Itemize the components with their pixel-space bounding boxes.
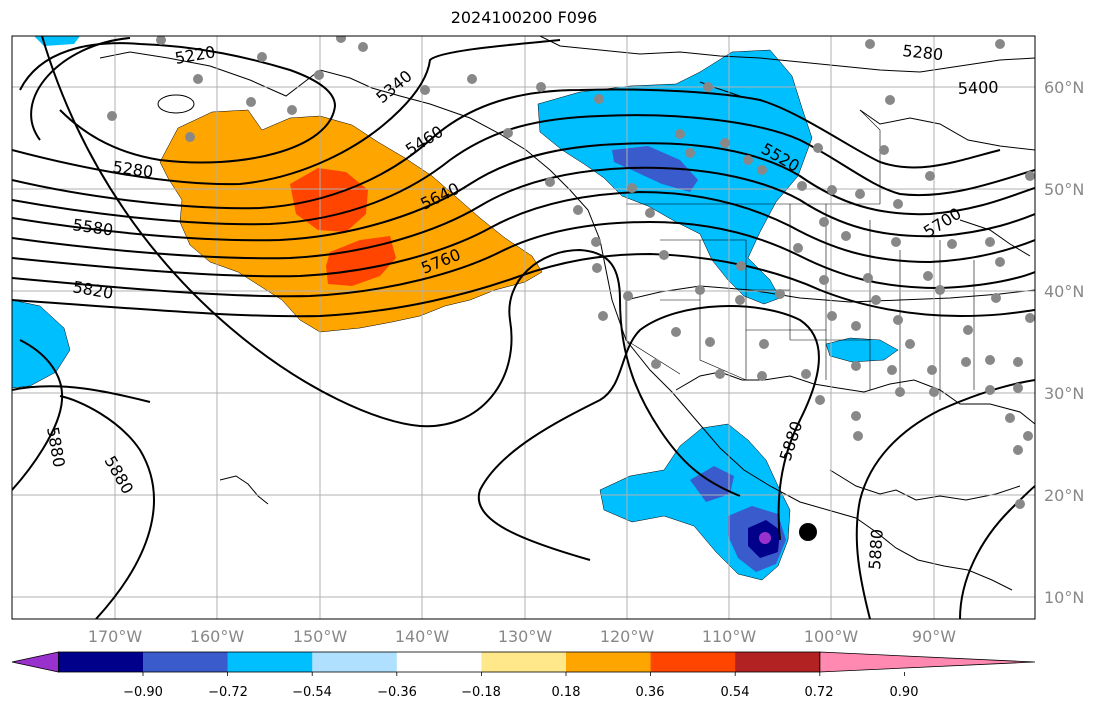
map-panel: 5220 5340 5280 5400 5460 5280 5520 5640 … bbox=[12, 36, 1035, 619]
colorbar-extend-min bbox=[11, 651, 59, 673]
lat-label: 40°N bbox=[1044, 282, 1084, 301]
storm-center-marker bbox=[799, 523, 817, 541]
latitude-labels: 60°N 50°N 40°N 30°N 20°N 10°N bbox=[1044, 78, 1084, 607]
colorbar-segment bbox=[481, 652, 567, 672]
strong-positive-region-south bbox=[326, 236, 396, 286]
colorbar-label: 0.18 bbox=[552, 685, 581, 700]
lon-label: 170°W bbox=[88, 627, 143, 646]
lon-label: 160°W bbox=[190, 627, 245, 646]
lon-label: 100°W bbox=[804, 627, 859, 646]
lat-label: 60°N bbox=[1044, 78, 1084, 97]
colorbar-segment bbox=[143, 652, 229, 672]
map-frame bbox=[11, 35, 1036, 620]
colorbar-labels: −0.90 −0.72 −0.54 −0.36 −0.18 0.18 0.36 … bbox=[123, 685, 918, 700]
lat-label: 20°N bbox=[1044, 486, 1084, 505]
negative-strong-region-north bbox=[612, 146, 698, 192]
colorbar-label: 0.72 bbox=[805, 685, 834, 700]
negative-anomaly-northwest bbox=[34, 36, 80, 46]
lon-label: 110°W bbox=[702, 627, 757, 646]
map-title: 2024100200 F096 bbox=[450, 8, 598, 27]
lon-label: 90°W bbox=[912, 627, 956, 646]
colorbar-label: −0.36 bbox=[377, 685, 417, 700]
colorbar: −0.90 −0.72 −0.54 −0.36 −0.18 0.18 0.36 … bbox=[11, 651, 1036, 700]
colorbar-segments bbox=[11, 651, 1036, 673]
colorbar-label: 0.36 bbox=[636, 685, 665, 700]
lat-label: 10°N bbox=[1044, 588, 1084, 607]
colorbar-segment bbox=[396, 652, 482, 672]
colorbar-label: 0.90 bbox=[890, 685, 919, 700]
negative-extreme-core bbox=[759, 532, 771, 544]
contour-label: 5880 bbox=[865, 528, 887, 570]
gridlines bbox=[12, 36, 1035, 619]
colorbar-segment bbox=[312, 652, 398, 672]
contour-label: 5400 bbox=[957, 78, 998, 98]
colorbar-segment bbox=[566, 652, 652, 672]
lon-label: 130°W bbox=[498, 627, 553, 646]
station-markers bbox=[107, 36, 1035, 509]
colorbar-extend-max bbox=[819, 651, 1036, 673]
colorbar-segment bbox=[58, 652, 144, 672]
negative-anomaly-west bbox=[12, 299, 71, 389]
colorbar-label: −0.72 bbox=[208, 685, 248, 700]
height-contours bbox=[12, 36, 1035, 619]
colorbar-frame bbox=[58, 651, 821, 673]
colorbar-label: 0.54 bbox=[721, 685, 750, 700]
colorbar-label: −0.90 bbox=[123, 685, 163, 700]
longitude-labels: 170°W 160°W 150°W 140°W 130°W 120°W 110°… bbox=[88, 627, 956, 646]
lon-label: 140°W bbox=[395, 627, 450, 646]
colorbar-label: −0.18 bbox=[461, 685, 501, 700]
lat-label: 50°N bbox=[1044, 180, 1084, 199]
negative-anomaly-gulf bbox=[825, 337, 899, 363]
colorbar-segment bbox=[227, 652, 313, 672]
strong-positive-region-north bbox=[290, 168, 368, 232]
lat-label: 30°N bbox=[1044, 384, 1084, 403]
colorbar-ticks bbox=[142, 672, 905, 676]
lon-label: 150°W bbox=[293, 627, 348, 646]
colorbar-label: −0.54 bbox=[292, 685, 332, 700]
contour-label: 5280 bbox=[902, 41, 944, 64]
colorbar-segment bbox=[735, 652, 821, 672]
lon-label: 120°W bbox=[600, 627, 655, 646]
colorbar-segment bbox=[650, 652, 736, 672]
